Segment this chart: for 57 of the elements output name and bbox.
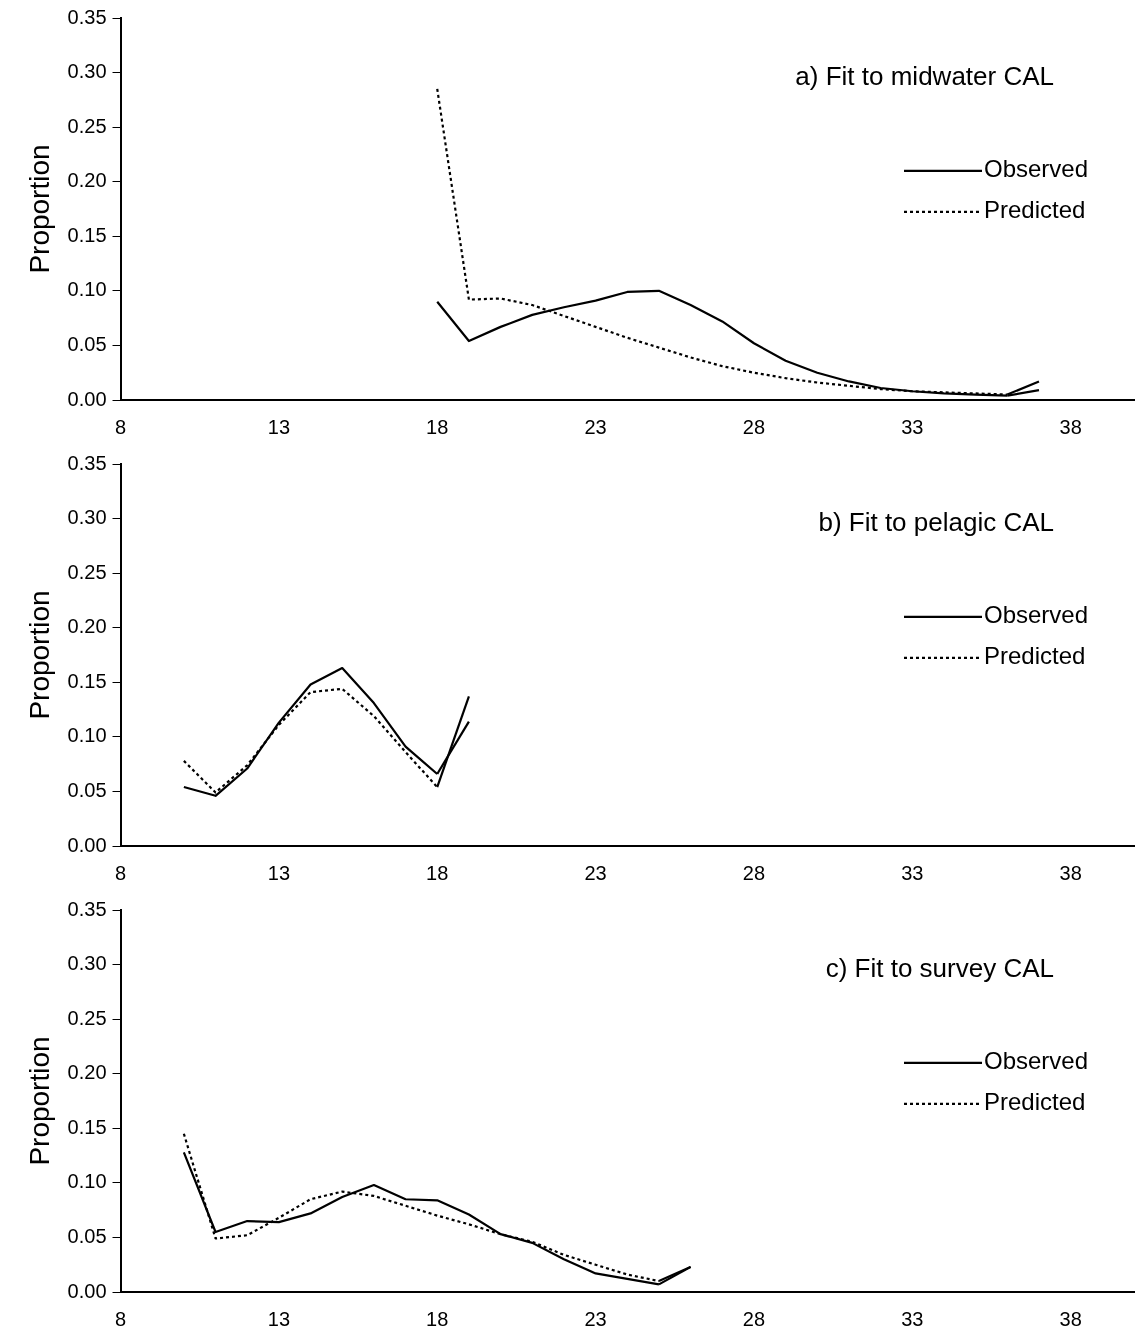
y-axis-title: Proportion bbox=[23, 1036, 55, 1166]
legend-label: Predicted bbox=[984, 196, 1086, 224]
y-tick-label: 0.15 bbox=[67, 223, 107, 246]
x-tick-label: 33 bbox=[901, 415, 924, 438]
y-tick-label: 0.30 bbox=[67, 952, 107, 975]
y-tick-label: 0.20 bbox=[67, 1061, 107, 1084]
y-tick-label: 0.20 bbox=[67, 615, 107, 638]
x-tick-label: 18 bbox=[426, 1307, 449, 1330]
y-tick-label: 0.35 bbox=[67, 5, 107, 28]
y-tick-label: 0.20 bbox=[67, 169, 107, 192]
x-tick-label: 23 bbox=[584, 1307, 607, 1330]
text: c) Fit to survey CAL bbox=[825, 953, 1054, 984]
y-tick-label: 0.25 bbox=[67, 1006, 107, 1029]
legend-label: Observed bbox=[984, 155, 1089, 183]
x-tick-label: 8 bbox=[114, 1307, 127, 1330]
y-tick-label: 0.00 bbox=[67, 1279, 107, 1302]
x-tick-label: 38 bbox=[1059, 415, 1082, 438]
legend-label: Observed bbox=[984, 601, 1089, 629]
x-tick-label: 38 bbox=[1059, 1307, 1082, 1330]
legend-label: Predicted bbox=[984, 642, 1086, 670]
x-tick-label: 33 bbox=[901, 861, 924, 884]
x-tick-label: 28 bbox=[742, 861, 766, 884]
x-tick-label: 13 bbox=[267, 1307, 291, 1330]
x-tick-label: 18 bbox=[426, 415, 449, 438]
legend-label: Predicted bbox=[984, 1088, 1086, 1116]
x-tick-label: 13 bbox=[267, 415, 291, 438]
x-tick-label: 18 bbox=[426, 861, 449, 884]
x-tick-label: 8 bbox=[114, 861, 127, 884]
x-tick-label: 8 bbox=[114, 415, 127, 438]
y-tick-label: 0.15 bbox=[67, 1115, 107, 1138]
text: a) Fit to midwater CAL bbox=[795, 61, 1054, 92]
x-tick-label: 28 bbox=[742, 1307, 766, 1330]
y-tick-label: 0.05 bbox=[67, 1224, 107, 1247]
x-tick-label: 33 bbox=[901, 1307, 924, 1330]
x-tick-label: 28 bbox=[742, 415, 766, 438]
y-tick-label: 0.35 bbox=[67, 897, 107, 920]
y-tick-label: 0.25 bbox=[67, 560, 107, 583]
legend-label: Observed bbox=[984, 1047, 1089, 1075]
x-tick-label: 38 bbox=[1059, 861, 1082, 884]
y-tick-label: 0.15 bbox=[67, 669, 107, 692]
x-tick-label: 23 bbox=[584, 415, 607, 438]
y-tick-label: 0.30 bbox=[67, 506, 107, 529]
x-tick-label: 13 bbox=[267, 861, 291, 884]
y-tick-label: 0.25 bbox=[67, 114, 107, 137]
y-tick-label: 0.00 bbox=[67, 833, 107, 856]
y-axis-title: Proportion bbox=[23, 144, 55, 274]
y-tick-label: 0.10 bbox=[67, 724, 107, 747]
y-tick-label: 0.35 bbox=[67, 451, 107, 474]
y-tick-label: 0.05 bbox=[67, 778, 107, 801]
text: b) Fit to pelagic CAL bbox=[818, 507, 1054, 538]
y-tick-label: 0.00 bbox=[67, 387, 107, 410]
x-tick-label: 23 bbox=[584, 861, 607, 884]
y-tick-label: 0.10 bbox=[67, 278, 107, 301]
y-tick-label: 0.10 bbox=[67, 1170, 107, 1193]
y-tick-label: 0.30 bbox=[67, 60, 107, 83]
y-tick-label: 0.05 bbox=[67, 332, 107, 355]
y-axis-title: Proportion bbox=[23, 590, 55, 720]
